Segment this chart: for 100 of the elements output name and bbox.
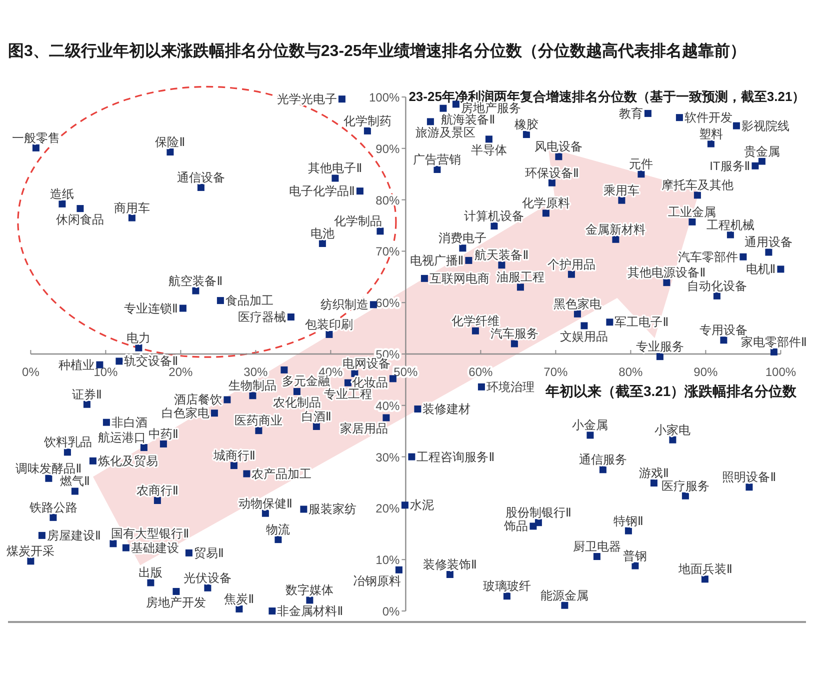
annotation: 工业金属 bbox=[668, 204, 716, 219]
annotation: 其他电子Ⅱ bbox=[308, 161, 362, 176]
annotation: 厨卫电器 bbox=[573, 540, 621, 554]
annotation: 软件开发 bbox=[684, 110, 732, 125]
chart-title: 图3、二级行业年初以来涨跌幅排名分位数与23-25年业绩增速排名分位数（分位数越高代表排名越靠前） bbox=[8, 41, 746, 60]
annotation: 食品加工 bbox=[225, 294, 274, 308]
x-tick-label: 80% bbox=[618, 365, 644, 379]
y-tick-label: 90% bbox=[376, 142, 400, 156]
annotation: 汽车服务 bbox=[490, 326, 538, 341]
y-tick-label: 20% bbox=[376, 502, 400, 516]
y-tick-label: 100% bbox=[368, 90, 400, 104]
annotation: 乘用车 bbox=[604, 183, 640, 198]
annotation: 白酒Ⅱ bbox=[302, 410, 332, 424]
annotation: 工程机械 bbox=[706, 218, 754, 232]
annotation: 元件 bbox=[629, 157, 654, 172]
annotation: 教育 bbox=[619, 106, 643, 120]
annotation: 汽车零部件 bbox=[678, 250, 738, 264]
annotation: 家电零部件Ⅱ bbox=[741, 334, 807, 349]
annotation: 照明设备Ⅱ bbox=[722, 470, 776, 484]
annotation: 股份制银行Ⅱ bbox=[506, 506, 572, 520]
annotation: 个护用品 bbox=[548, 257, 596, 272]
annotation: 出版 bbox=[138, 566, 163, 580]
annotation: 煤炭开采 bbox=[6, 544, 55, 558]
x-tick-label: 70% bbox=[544, 365, 568, 379]
annotation: 航空装备Ⅱ bbox=[168, 274, 223, 288]
annotation: 炼化及贸易 bbox=[98, 454, 158, 468]
annotation: 摩托车及其他 bbox=[662, 178, 734, 192]
annotation: 电力 bbox=[126, 330, 151, 345]
annotation: 家居用品 bbox=[340, 422, 388, 436]
x-tick-label: 10% bbox=[94, 365, 118, 379]
annotation: 证券Ⅱ bbox=[72, 387, 102, 402]
annotation: 环境治理 bbox=[486, 380, 534, 394]
x-tick-label: 30% bbox=[244, 365, 268, 379]
annotation: 专业连锁Ⅱ bbox=[124, 301, 178, 316]
annotation: 化学制药 bbox=[343, 114, 392, 128]
annotation: 广告营销 bbox=[413, 152, 462, 166]
x-tick-label: 100% bbox=[765, 365, 796, 379]
annotation: 普钢 bbox=[623, 548, 648, 563]
x-axis-title: 年初以来（截至3.21）涨跌幅排名分位数 bbox=[544, 383, 798, 399]
annotation: 数字媒体 bbox=[286, 583, 334, 598]
annotation: 贸易Ⅱ bbox=[194, 546, 224, 560]
annotation: 纺织制造 bbox=[320, 298, 368, 312]
annotation: 航天装备Ⅱ bbox=[474, 248, 529, 262]
annotation: 生物制品 bbox=[228, 378, 277, 393]
annotation: 饮料乳品 bbox=[43, 435, 92, 450]
annotation: 计算机设备 bbox=[464, 209, 524, 223]
annotation: 能源金属 bbox=[540, 588, 589, 602]
annotation: 冶钢原料 bbox=[352, 574, 401, 588]
annotation: 金属新材料 bbox=[586, 222, 646, 236]
annotation: 橡胶 bbox=[514, 118, 538, 132]
annotation: 玻璃玻纤 bbox=[482, 579, 531, 594]
annotation: 非白酒 bbox=[112, 415, 148, 430]
annotation: 燃气Ⅱ bbox=[60, 474, 90, 488]
annotation: 调味发酵品Ⅱ bbox=[16, 461, 82, 476]
annotation: 航运港口 bbox=[98, 430, 146, 444]
annotation: 装修装饰Ⅱ bbox=[423, 558, 477, 572]
annotation: IT服务Ⅱ bbox=[710, 158, 750, 173]
annotation: 房地产开发 bbox=[146, 596, 206, 610]
annotation: 电池 bbox=[310, 226, 334, 240]
annotation: 塑料 bbox=[699, 126, 723, 141]
annotation: 化学纤维 bbox=[451, 314, 500, 328]
y-tick-label: 70% bbox=[376, 244, 400, 259]
annotation: 通信设备 bbox=[176, 170, 225, 184]
annotation: 电机Ⅱ bbox=[746, 262, 776, 276]
annotation: 化学原料 bbox=[522, 196, 570, 210]
annotation: 风电设备 bbox=[534, 140, 583, 154]
annotation: 半导体 bbox=[470, 143, 507, 158]
annotation: 旅游及景区 bbox=[415, 126, 476, 140]
annotation: 航海装备Ⅱ bbox=[441, 112, 496, 126]
annotation: 休闲食品 bbox=[56, 212, 104, 226]
annotation: 物流 bbox=[266, 522, 290, 537]
annotation: 造纸 bbox=[50, 186, 74, 201]
annotation: 通信服务 bbox=[579, 452, 627, 467]
x-tick-label: 60% bbox=[468, 365, 494, 379]
annotation: 通用设备 bbox=[744, 235, 793, 250]
annotation: 军工电子Ⅱ bbox=[614, 315, 669, 330]
annotation: 服装家纺 bbox=[308, 502, 357, 516]
annotation: 小金属 bbox=[572, 418, 608, 432]
x-tick-label: 90% bbox=[694, 365, 718, 379]
annotation: 医疗服务 bbox=[662, 478, 710, 493]
x-tick-label: 0% bbox=[22, 365, 40, 379]
annotation: 农化制品 bbox=[272, 396, 321, 410]
annotation: 互联网电商 bbox=[429, 271, 490, 286]
annotation: 农产品加工 bbox=[252, 466, 312, 481]
annotation: 非金属材料Ⅱ bbox=[277, 604, 344, 618]
annotation: 医药商业 bbox=[234, 414, 283, 428]
annotation: 环保设备Ⅱ bbox=[525, 166, 579, 180]
y-tick-label: 40% bbox=[376, 398, 400, 413]
annotation: 其他电源设备Ⅱ bbox=[628, 266, 706, 280]
annotation: 保险Ⅱ bbox=[155, 135, 186, 149]
annotation: 光伏设备 bbox=[184, 570, 232, 585]
annotation: 油服工程 bbox=[496, 270, 544, 284]
annotation: 专业服务 bbox=[636, 340, 684, 354]
annotation: 农商行Ⅱ bbox=[136, 484, 178, 498]
y-tick-label: 10% bbox=[376, 553, 400, 568]
y-tick-label: 80% bbox=[376, 193, 400, 208]
y-tick-label: 0% bbox=[382, 604, 400, 618]
annotation: 焦炭Ⅱ bbox=[224, 592, 254, 606]
annotation: 医疗器械 bbox=[238, 310, 286, 324]
annotation: 房屋建设Ⅱ bbox=[47, 528, 101, 542]
